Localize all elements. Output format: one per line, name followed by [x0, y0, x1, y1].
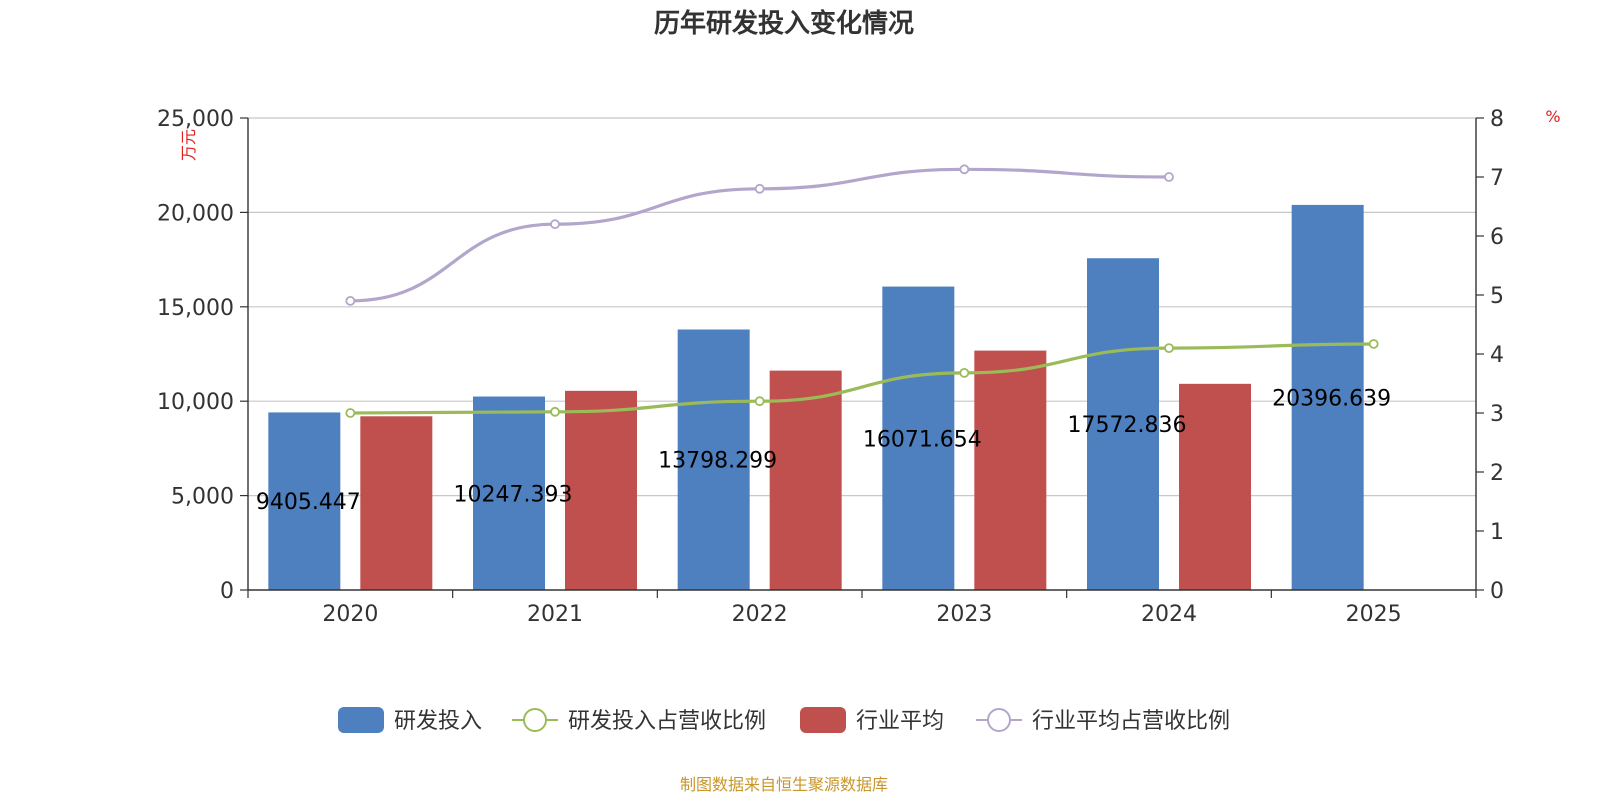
legend-marker-1 [523, 708, 547, 732]
data-label: 20396.639 [1272, 386, 1391, 411]
legend: 研发投入 研发投入占营收比例 行业平均 行业平均占营收比例 [338, 707, 1230, 734]
right-tick-label: 2 [1490, 461, 1504, 486]
bar-0-1 [473, 396, 545, 590]
legend-label: 行业平均 [856, 709, 944, 734]
series-line-1 [350, 342, 1374, 415]
bar-0-3 [882, 286, 955, 590]
series-point-1 [1368, 339, 1379, 349]
left-tick-label: 0 [220, 579, 234, 604]
left-tick-label: 15,000 [157, 296, 234, 321]
left-tick-label: 5,000 [171, 485, 234, 510]
data-label: 10247.393 [454, 482, 573, 507]
grid-lines [248, 117, 1476, 497]
legend-swatch-2 [800, 707, 846, 733]
axes: 0 5,000 10,000 15,000 20,000 25,000 0 1 2 3 4 5 6 7 8 2… [157, 107, 1504, 627]
bars [268, 204, 1364, 591]
left-tick-label: 20,000 [157, 201, 234, 226]
x-tick-label: 2020 [322, 602, 378, 627]
bar-0-4 [1087, 258, 1159, 590]
right-tick-label: 3 [1490, 402, 1504, 427]
series-point-1 [1164, 343, 1174, 354]
x-tick-label: 2023 [936, 602, 992, 627]
data-labels: 9405.447 10247.393 13798.299 16071.654 17572… [256, 386, 1391, 515]
left-axis-unit: 万元 [179, 129, 198, 161]
right-tick-label: 7 [1490, 166, 1504, 191]
data-label: 13798.299 [658, 449, 777, 474]
bar-2-3 [974, 350, 1047, 590]
right-tick-label: 4 [1490, 343, 1504, 368]
legend-label: 行业平均占营收比例 [1032, 709, 1230, 734]
series-point-1 [959, 367, 970, 378]
bar-0-2 [677, 329, 750, 590]
left-tick-label: 25,000 [157, 107, 234, 132]
data-label: 17572.836 [1068, 413, 1187, 438]
legend-label: 研发投入占营收比例 [568, 709, 766, 734]
right-tick-label: 5 [1490, 284, 1504, 309]
series-line-3 [350, 167, 1170, 303]
series-lines [345, 164, 1379, 418]
bar-2-0 [360, 416, 433, 590]
series-point-1 [345, 408, 356, 418]
data-label: 16071.654 [863, 427, 982, 452]
bar-0-5 [1291, 204, 1364, 591]
right-tick-label: 8 [1490, 107, 1504, 132]
data-label: 9405.447 [256, 490, 361, 515]
x-tick-label: 2021 [527, 602, 583, 627]
bar-2-2 [769, 370, 842, 590]
right-tick-label: 6 [1490, 225, 1504, 250]
series-point-3 [550, 219, 560, 230]
legend-label: 研发投入 [394, 709, 482, 734]
series-point-3 [345, 295, 356, 306]
legend-marker-3 [987, 708, 1011, 732]
series-point-3 [1164, 172, 1174, 182]
left-tick-label: 10,000 [157, 390, 234, 415]
chart-title: 历年研发投入变化情况 [654, 8, 914, 39]
series-point-1 [754, 396, 765, 407]
source-note: 制图数据来自恒生聚源数据库 [680, 775, 888, 794]
series-point-1 [550, 406, 560, 417]
series-point-3 [754, 183, 765, 194]
bar-2-4 [1179, 383, 1251, 590]
x-tick-label: 2025 [1346, 602, 1402, 627]
bar-0-0 [268, 412, 341, 590]
series-point-3 [959, 164, 970, 175]
bar-2-1 [565, 390, 637, 590]
x-tick-label: 2022 [732, 602, 788, 627]
right-tick-label: 1 [1490, 520, 1504, 545]
right-tick-label: 0 [1490, 579, 1504, 604]
right-axis-unit: % [1545, 107, 1560, 126]
legend-swatch-0 [338, 707, 384, 733]
x-tick-label: 2024 [1141, 602, 1197, 627]
